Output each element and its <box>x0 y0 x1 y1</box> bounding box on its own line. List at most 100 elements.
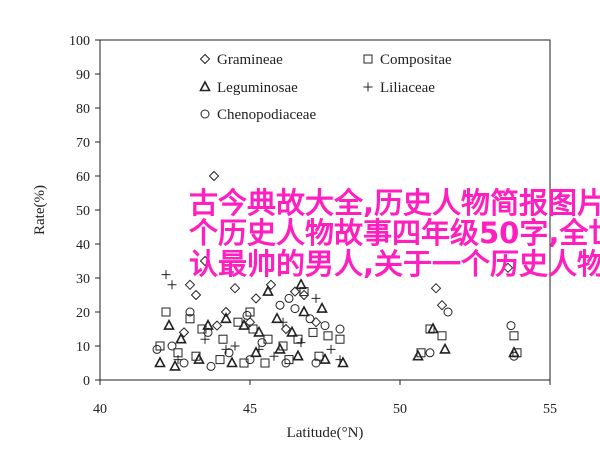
diamond-point <box>178 327 190 338</box>
legend-label: Liliaceae <box>380 80 435 96</box>
square-point <box>263 334 273 344</box>
circle-point <box>245 355 255 365</box>
x-axis-title: Latitude(°N) <box>287 425 364 441</box>
plus-point <box>254 344 264 354</box>
legend: Gramineae Compositae Leguminosae Liliaceae C… <box>199 52 452 123</box>
y-tick-label: 60 <box>76 170 90 185</box>
y-tick-label: 30 <box>76 272 90 287</box>
circle-point <box>281 358 291 368</box>
circle-point <box>167 341 177 351</box>
y-tick-label: 90 <box>76 68 90 83</box>
diamond-point <box>208 170 220 182</box>
triangle-point <box>175 332 187 344</box>
circle-point <box>443 307 453 317</box>
triangle-point <box>319 352 331 364</box>
triangle-point <box>169 359 181 371</box>
triangle-point <box>262 284 274 296</box>
square-point <box>185 314 195 324</box>
x-axis: 40 45 50 55 <box>93 380 557 417</box>
plus-point <box>335 355 345 365</box>
plus-point <box>173 355 183 365</box>
plus-point <box>296 338 306 348</box>
plus-point <box>230 341 240 351</box>
square-point <box>437 331 447 341</box>
triangle-point <box>202 318 214 330</box>
diamond-point <box>190 289 202 301</box>
diamond-point <box>289 286 301 297</box>
triangle-point <box>250 346 262 358</box>
x-tick-label: 55 <box>543 402 557 417</box>
y-tick-label: 20 <box>76 306 90 321</box>
square-point <box>233 317 243 327</box>
square-point <box>308 327 318 337</box>
diamond-point <box>211 320 223 331</box>
triangle-point <box>298 305 310 317</box>
y-tick-label: 100 <box>69 34 90 49</box>
series-chenopodiaceae <box>152 293 519 371</box>
triangle-point <box>337 356 349 368</box>
circle-point <box>203 327 213 337</box>
diamond-point <box>184 279 196 291</box>
square-point <box>323 331 333 341</box>
legend-marker-circle <box>200 109 210 119</box>
legend-label: Gramineae <box>217 52 283 68</box>
triangle-point <box>316 301 328 313</box>
circle-point <box>224 348 234 358</box>
circle-point <box>152 344 162 354</box>
square-point <box>335 334 345 344</box>
plus-point <box>221 344 231 354</box>
circle-point <box>425 348 435 358</box>
square-point <box>509 331 519 341</box>
diamond-point <box>220 306 232 318</box>
plus-point <box>326 344 336 354</box>
legend-marker-triangle <box>199 80 211 92</box>
overlay-line-1: 古今典故大全,历史人物简报图片,讲一 <box>189 186 600 220</box>
square-point <box>161 307 171 317</box>
x-tick-label: 45 <box>243 402 257 417</box>
square-point <box>239 358 249 368</box>
triangle-point <box>427 322 439 334</box>
diamond-point <box>436 299 448 311</box>
triangle-point <box>292 349 304 361</box>
triangle-point <box>271 312 283 324</box>
circle-point <box>179 358 189 368</box>
overlay-text: 古今典故大全,历史人物简报图片,讲一 个历史人物故事四年级50字,全世界公 认最… <box>189 186 600 281</box>
diamond-point <box>229 282 241 294</box>
circle-point <box>284 293 294 303</box>
diamond-point <box>265 279 277 291</box>
diamond-point <box>199 255 211 267</box>
legend-marker-diamond <box>199 53 211 65</box>
triangle-point <box>226 356 238 368</box>
plus-point <box>278 317 288 327</box>
square-point <box>293 334 303 344</box>
triangle-point <box>253 325 265 337</box>
x-tick-label: 40 <box>93 402 107 417</box>
data-points <box>152 170 522 371</box>
plus-point <box>311 293 321 303</box>
triangle-point <box>508 346 520 358</box>
square-point <box>155 341 165 351</box>
y-tick-label: 0 <box>83 374 90 389</box>
square-point <box>284 355 294 365</box>
diamond-point <box>244 316 256 328</box>
legend-label: Leguminosae <box>217 80 298 96</box>
diamond-point <box>430 282 442 294</box>
circle-point <box>206 361 216 371</box>
y-axis-title: Rate(%) <box>32 185 48 235</box>
circle-point <box>335 324 345 334</box>
square-point <box>260 358 270 368</box>
square-point <box>215 355 225 365</box>
circle-point <box>509 351 519 361</box>
triangle-point <box>295 278 307 290</box>
y-tick-label: 10 <box>76 340 90 355</box>
y-tick-label: 40 <box>76 238 90 253</box>
triangle-point <box>286 325 298 337</box>
circle-point <box>506 321 516 331</box>
circle-point <box>185 307 195 317</box>
circle-point <box>242 310 252 320</box>
triangle-point <box>439 342 451 354</box>
plus-point <box>167 280 177 290</box>
y-tick-label: 50 <box>76 204 90 219</box>
legend-label: Compositae <box>380 52 452 68</box>
